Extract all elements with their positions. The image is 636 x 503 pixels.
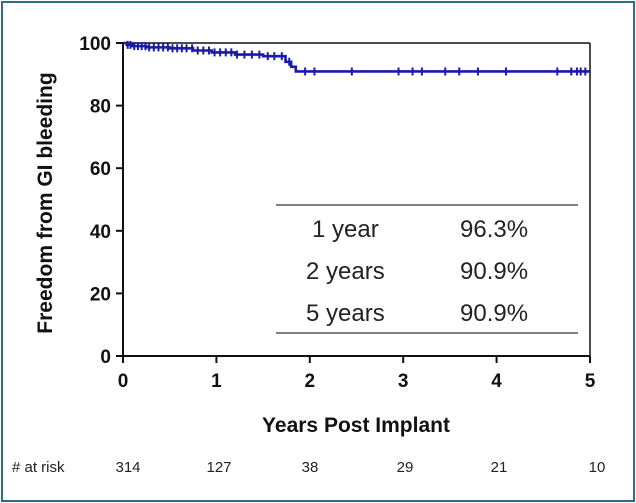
- y-tick-label: 0: [100, 347, 111, 368]
- x-tick-label: 1: [211, 371, 222, 392]
- x-tick-label: 4: [491, 371, 502, 392]
- x-tick-label: 0: [118, 371, 129, 392]
- y-tick-label: 20: [90, 284, 111, 305]
- y-tick-label: 80: [90, 97, 111, 118]
- y-axis-title: Freedom from GI bleeding: [34, 72, 57, 333]
- at-risk-row: # at risk 314 127 38 29 21 10: [12, 459, 605, 476]
- x-tick-label: 2: [305, 371, 316, 392]
- axes: [122, 42, 591, 357]
- table-row-label: 1 year: [312, 216, 379, 243]
- x-tick-label: 5: [585, 371, 596, 392]
- table-row-value: 90.9%: [460, 300, 528, 327]
- at-risk-label: # at risk: [12, 459, 65, 476]
- y-tick-label: 100: [79, 34, 111, 55]
- at-risk-count: 10: [589, 459, 606, 476]
- x-ticks: 0 1 2 3 4 5: [118, 356, 596, 392]
- x-tick-label: 3: [398, 371, 409, 392]
- at-risk-count: 21: [491, 459, 508, 476]
- survival-series: [123, 40, 590, 76]
- table-row-value: 96.3%: [460, 216, 528, 243]
- y-tick-label: 40: [90, 222, 111, 243]
- y-tick-label: 60: [90, 159, 111, 180]
- at-risk-count: 314: [115, 459, 140, 476]
- survival-curve: [123, 41, 590, 73]
- table-row-value: 90.9%: [460, 258, 528, 285]
- at-risk-count: 29: [397, 459, 414, 476]
- table-row-label: 5 years: [306, 300, 385, 327]
- x-axis-title: Years Post Implant: [262, 414, 450, 437]
- y-ticks: 0 20 40 60 80 100: [79, 34, 123, 368]
- summary-table: 1 year 96.3% 2 years 90.9% 5 years 90.9%: [276, 204, 578, 334]
- at-risk-count: 38: [302, 459, 319, 476]
- at-risk-count: 127: [206, 459, 231, 476]
- table-row-label: 2 years: [306, 258, 385, 285]
